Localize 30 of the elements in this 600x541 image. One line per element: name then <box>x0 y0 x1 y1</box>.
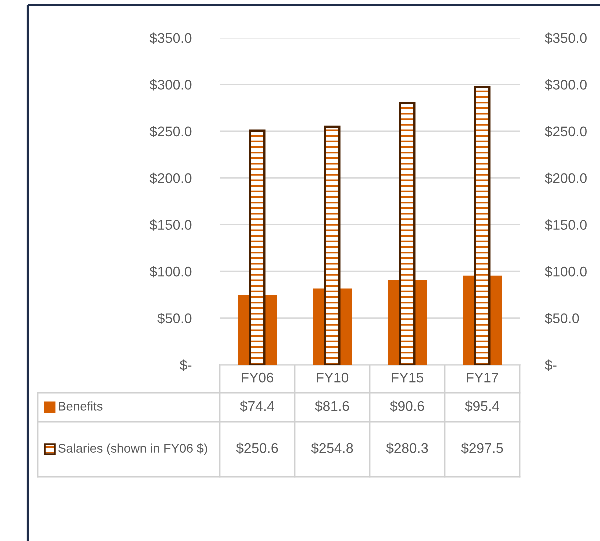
x-tick-label: FY10 <box>317 372 349 383</box>
x-tick-label: FY17 <box>467 373 498 383</box>
y2-tick-label: $350.0 <box>545 32 587 44</box>
data-label: $90.6 <box>390 400 424 412</box>
y-tick-label: $50.0 <box>158 313 192 324</box>
x-tick-label: FY15 <box>392 373 424 383</box>
y2-tick-label: $300.0 <box>545 79 587 91</box>
x-tick-label: FY06 <box>242 372 274 383</box>
y-tick-label: $300.0 <box>150 79 192 91</box>
data-label: $74.4 <box>240 400 274 412</box>
y2-tick-label: $50.0 <box>545 313 580 324</box>
y-tick-label: $200.0 <box>150 172 192 184</box>
data-label: $81.6 <box>315 400 350 412</box>
data-label: $95.4 <box>465 400 500 412</box>
data-label: $280.3 <box>386 442 428 454</box>
y2-tick-label: $150.0 <box>545 220 587 231</box>
y2-tick-label: $- <box>545 360 557 371</box>
data-label: $254.8 <box>311 442 354 454</box>
y-tick-label: $250.0 <box>150 126 192 138</box>
data-label: $250.6 <box>236 442 278 454</box>
y-tick-label: $- <box>180 360 192 371</box>
legend-label: Salaries (shown in FY06 $) <box>58 444 208 456</box>
legend-label: Benefits <box>59 402 103 411</box>
y2-tick-label: $250.0 <box>545 126 587 138</box>
y2-tick-label: $100.0 <box>545 266 587 278</box>
data-label: $297.5 <box>461 442 504 454</box>
y-tick-label: $100.0 <box>150 266 192 278</box>
y2-tick-label: $200.0 <box>545 172 587 184</box>
y-tick-label: $350.0 <box>150 32 192 44</box>
y-tick-label: $150.0 <box>150 220 192 231</box>
